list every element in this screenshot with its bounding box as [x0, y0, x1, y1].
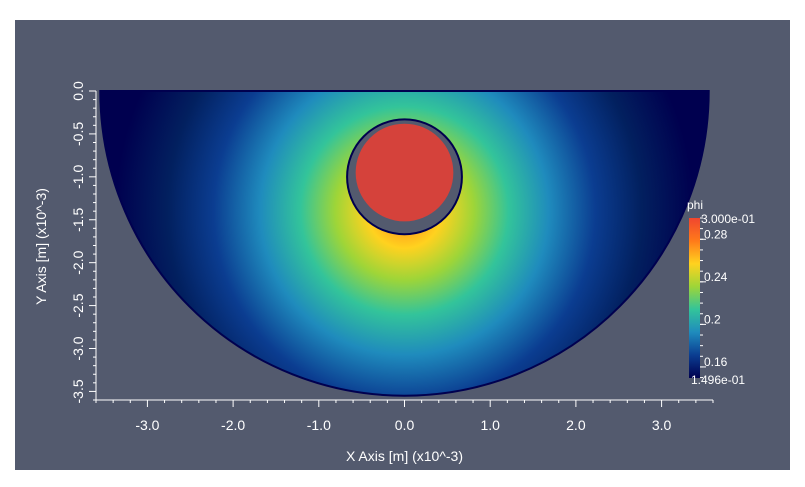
- x-tick-label: -1.0: [307, 417, 331, 433]
- field-layer: [99, 90, 710, 397]
- porosity-field: [100, 91, 709, 396]
- y-tick-label: -1.5: [70, 207, 86, 231]
- colorbar-tick-label: 0.16: [704, 355, 728, 369]
- y-tick-label: -3.0: [70, 336, 86, 360]
- y-tick-label: -2.5: [70, 293, 86, 317]
- colorbar-title: phi: [687, 198, 703, 212]
- x-tick-label: -2.0: [221, 417, 245, 433]
- colorbar-min-label: 1.496e-01: [691, 373, 745, 387]
- y-tick-label: -2.0: [70, 250, 86, 274]
- y-tick-label: 0.0: [70, 81, 86, 101]
- x-tick-label: 2.0: [566, 417, 586, 433]
- y-tick-label: -0.5: [70, 122, 86, 146]
- y-axis-label: Y Axis [m] (x10^-3): [33, 188, 49, 305]
- colorbar-tick-label: 0.24: [704, 270, 728, 284]
- field-outline: [99, 90, 710, 397]
- colorbar-tick-label: 0.28: [704, 227, 728, 241]
- colorbar-max-label: 3.000e-01: [701, 212, 755, 226]
- colorbar-tick-label: 0.2: [704, 312, 721, 326]
- plot-canvas: -3.0 -2.0 -1.0 0.0 1.0 2.0 3.0 0.0 -0.5 -1.0 -1.5 -…: [15, 20, 790, 470]
- x-tick-label: 3.0: [652, 417, 672, 433]
- y-tick-label: -1.0: [70, 165, 86, 189]
- particle: [355, 123, 454, 222]
- y-tick-label: -3.5: [70, 379, 86, 403]
- x-tick-label: -3.0: [135, 417, 159, 433]
- x-tick-label: 0.0: [395, 417, 415, 433]
- colorbar-bar: [689, 218, 700, 378]
- axes-layer: -3.0 -2.0 -1.0 0.0 1.0 2.0 3.0 0.0 -0.5 -1.0 -1.5 -…: [70, 81, 714, 433]
- x-axis-label: X Axis [m] (x10^-3): [346, 448, 463, 464]
- x-tick-label: 1.0: [480, 417, 500, 433]
